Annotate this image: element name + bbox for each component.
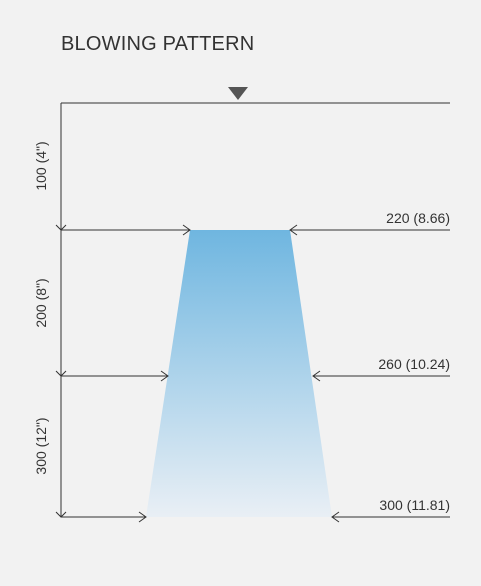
- level-1-left-arrowhead: [182, 224, 191, 236]
- distance-label-3: 300 (12"): [33, 417, 49, 474]
- distance-label-2: 200 (8"): [33, 278, 49, 327]
- level-3-right-arrowhead: [331, 511, 340, 523]
- level-1-right-arrowhead: [289, 224, 298, 236]
- diagram-title: BLOWING PATTERN: [61, 33, 255, 55]
- width-label-3: 300 (11.81): [379, 497, 450, 513]
- triangle-down-icon: [228, 87, 248, 100]
- width-label-2: 260 (10.24): [378, 356, 450, 372]
- level-2-right-arrowhead: [312, 370, 321, 382]
- level-2-left-arrowhead: [160, 370, 169, 382]
- distance-label-1: 100 (4"): [33, 141, 49, 190]
- air-flow-shape: [146, 230, 332, 517]
- width-label-1: 220 (8.66): [386, 210, 450, 226]
- level-3-left-arrowhead: [138, 511, 147, 523]
